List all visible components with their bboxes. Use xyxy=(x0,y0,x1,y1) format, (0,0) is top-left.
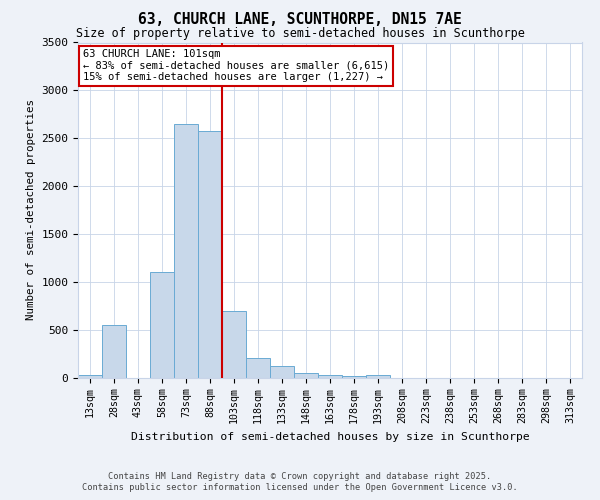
X-axis label: Distribution of semi-detached houses by size in Scunthorpe: Distribution of semi-detached houses by … xyxy=(131,432,529,442)
Bar xyxy=(246,358,270,378)
Bar xyxy=(174,124,198,378)
Bar xyxy=(294,372,318,378)
Text: Contains HM Land Registry data © Crown copyright and database right 2025.
Contai: Contains HM Land Registry data © Crown c… xyxy=(82,472,518,492)
Bar xyxy=(342,376,366,378)
Bar xyxy=(150,272,174,378)
Bar xyxy=(318,374,342,378)
Bar xyxy=(198,130,222,378)
Text: 63 CHURCH LANE: 101sqm
← 83% of semi-detached houses are smaller (6,615)
15% of : 63 CHURCH LANE: 101sqm ← 83% of semi-det… xyxy=(83,49,389,82)
Text: Size of property relative to semi-detached houses in Scunthorpe: Size of property relative to semi-detach… xyxy=(76,28,524,40)
Text: 63, CHURCH LANE, SCUNTHORPE, DN15 7AE: 63, CHURCH LANE, SCUNTHORPE, DN15 7AE xyxy=(138,12,462,28)
Bar xyxy=(78,374,102,378)
Bar xyxy=(222,310,246,378)
Y-axis label: Number of semi-detached properties: Number of semi-detached properties xyxy=(26,100,36,320)
Bar xyxy=(102,325,126,378)
Bar xyxy=(366,374,390,378)
Bar xyxy=(270,366,294,378)
